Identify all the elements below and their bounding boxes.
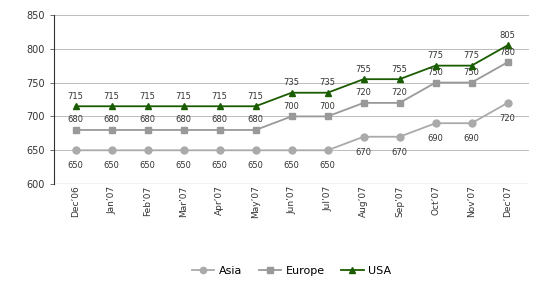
Text: 680: 680 — [68, 116, 84, 124]
Text: 755: 755 — [392, 65, 408, 74]
Text: 720: 720 — [500, 114, 516, 123]
Text: 775: 775 — [464, 51, 480, 60]
Text: 715: 715 — [140, 92, 156, 101]
Text: 735: 735 — [284, 78, 300, 87]
Text: 750: 750 — [428, 68, 443, 77]
Text: 650: 650 — [212, 161, 227, 170]
Text: 700: 700 — [284, 102, 300, 111]
Text: 650: 650 — [140, 161, 156, 170]
Text: 780: 780 — [500, 48, 516, 57]
Text: 715: 715 — [68, 92, 84, 101]
Text: 670: 670 — [356, 148, 372, 157]
Text: 720: 720 — [392, 88, 408, 97]
Text: 715: 715 — [248, 92, 264, 101]
Text: 680: 680 — [140, 116, 156, 124]
Text: 805: 805 — [500, 31, 516, 40]
Text: 700: 700 — [320, 102, 335, 111]
Text: 670: 670 — [392, 148, 408, 157]
Text: 680: 680 — [248, 116, 264, 124]
Legend: Asia, Europe, USA: Asia, Europe, USA — [188, 261, 395, 280]
Text: 650: 650 — [248, 161, 264, 170]
Text: 720: 720 — [356, 88, 372, 97]
Text: 690: 690 — [464, 134, 480, 143]
Text: 680: 680 — [212, 116, 227, 124]
Text: 715: 715 — [212, 92, 227, 101]
Text: 650: 650 — [68, 161, 84, 170]
Text: 735: 735 — [320, 78, 335, 87]
Text: 650: 650 — [284, 161, 300, 170]
Text: 650: 650 — [176, 161, 192, 170]
Text: 775: 775 — [428, 51, 443, 60]
Text: 680: 680 — [176, 116, 192, 124]
Text: 750: 750 — [464, 68, 480, 77]
Text: 715: 715 — [176, 92, 192, 101]
Text: 650: 650 — [104, 161, 119, 170]
Text: 690: 690 — [428, 134, 443, 143]
Text: 755: 755 — [356, 65, 372, 74]
Text: 680: 680 — [104, 116, 119, 124]
Text: 715: 715 — [104, 92, 119, 101]
Text: 650: 650 — [320, 161, 335, 170]
